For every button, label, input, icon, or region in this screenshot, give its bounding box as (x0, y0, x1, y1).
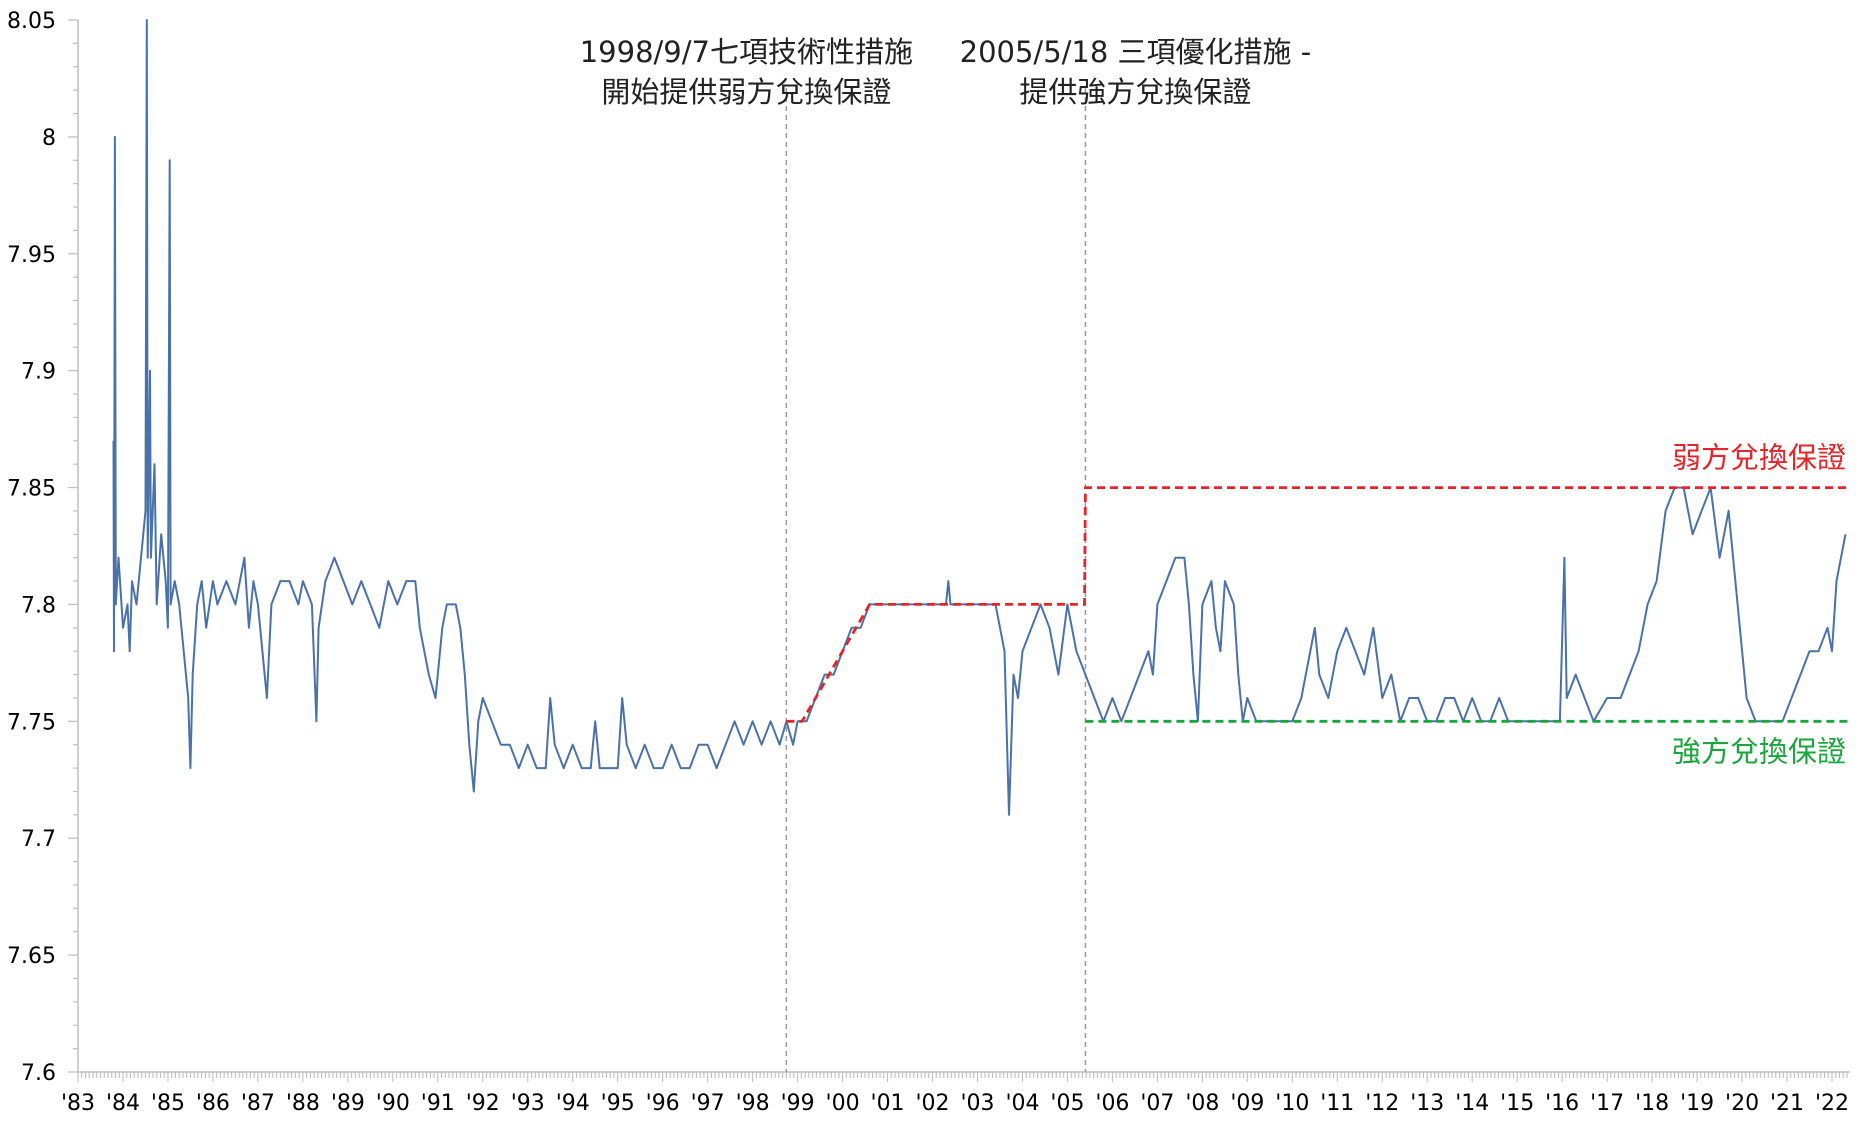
y-tick-label: 8.05 (7, 9, 56, 34)
x-tick-label: '15 (1500, 1091, 1534, 1116)
x-tick-label: '07 (1140, 1091, 1174, 1116)
x-tick-label: '84 (106, 1091, 140, 1116)
x-tick-label: '13 (1410, 1091, 1444, 1116)
y-tick-label: 7.6 (21, 1061, 56, 1086)
x-tick-label: '92 (466, 1091, 500, 1116)
annotation-text: 開始提供弱方兌換保證 (601, 75, 891, 109)
x-tick-label: '93 (511, 1091, 545, 1116)
x-tick-label: '21 (1770, 1091, 1804, 1116)
y-tick-label: 7.85 (7, 477, 56, 502)
x-tick-label: '08 (1185, 1091, 1219, 1116)
x-tick-label: '16 (1545, 1091, 1579, 1116)
x-tick-label: '88 (286, 1091, 320, 1116)
x-tick-label: '22 (1815, 1091, 1849, 1116)
x-tick-label: '06 (1095, 1091, 1129, 1116)
x-tick-label: '12 (1365, 1091, 1399, 1116)
x-tick-label: '87 (241, 1091, 275, 1116)
x-tick-label: '97 (691, 1091, 725, 1116)
x-tick-label: '98 (736, 1091, 770, 1116)
x-tick-label: '14 (1455, 1091, 1489, 1116)
x-tick-label: '11 (1320, 1091, 1354, 1116)
x-tick-label: '86 (196, 1091, 230, 1116)
x-tick-label: '85 (151, 1091, 185, 1116)
x-tick-label: '19 (1680, 1091, 1714, 1116)
x-tick-label: '94 (556, 1091, 590, 1116)
x-tick-label: '00 (826, 1091, 860, 1116)
annotation-text: 提供強方兌換保證 (1019, 75, 1251, 109)
x-tick-label: '04 (1005, 1091, 1039, 1116)
x-tick-label: '03 (960, 1091, 994, 1116)
annotation-text: 2005/5/18 三項優化措施 - (960, 35, 1312, 69)
x-tick-label: '91 (421, 1091, 455, 1116)
x-tick-label: '09 (1230, 1091, 1264, 1116)
y-tick-label: 7.65 (7, 944, 56, 969)
weak-side-guarantee-line (786, 486, 1850, 723)
usd-hkd-series-line (112, 19, 1847, 816)
x-tick-label: '90 (376, 1091, 410, 1116)
x-tick-label: '17 (1590, 1091, 1624, 1116)
x-tick-label: '95 (601, 1091, 635, 1116)
annotation-text: 1998/9/7七項技術性措施 (580, 35, 913, 69)
y-tick-label: 7.8 (21, 593, 56, 618)
x-tick-label: '96 (646, 1091, 680, 1116)
y-tick-label: 7.95 (7, 243, 56, 268)
y-tick-label: 7.75 (7, 710, 56, 735)
x-tick-label: '89 (331, 1091, 365, 1116)
weak-side-label: 弱方兌換保證 (1672, 441, 1846, 475)
strong-side-label: 強方兌換保證 (1672, 734, 1846, 768)
x-tick-label: '02 (915, 1091, 949, 1116)
y-tick-label: 7.9 (21, 360, 56, 385)
x-tick-label: '10 (1275, 1091, 1309, 1116)
x-tick-label: '20 (1725, 1091, 1759, 1116)
x-tick-label: '99 (781, 1091, 815, 1116)
x-tick-label: '18 (1635, 1091, 1669, 1116)
y-tick-label: 8 (42, 126, 56, 151)
x-tick-label: '83 (61, 1091, 95, 1116)
x-tick-label: '05 (1050, 1091, 1084, 1116)
y-tick-label: 7.7 (21, 827, 56, 852)
x-tick-label: '01 (871, 1091, 905, 1116)
